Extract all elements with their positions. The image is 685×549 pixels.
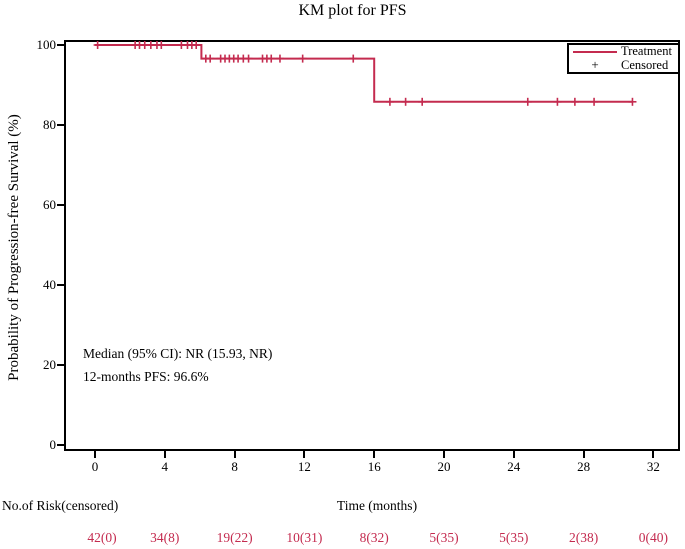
y-tick-label: 100: [36, 37, 57, 52]
risk-table-value: 2(38): [568, 530, 599, 545]
censor-mark: [267, 54, 276, 63]
censor-mark: [157, 41, 166, 49]
x-tick-mark: [233, 451, 236, 458]
risk-table-value: 42(0): [87, 530, 117, 545]
censor-mark: [553, 97, 562, 106]
censor-mark: [244, 54, 253, 63]
x-tick-label: 16: [367, 459, 381, 474]
y-tick-mark: [57, 364, 64, 366]
plot-frame: [64, 40, 680, 451]
x-tick-label: 8: [231, 459, 238, 474]
risk-table-value: 5(35): [499, 530, 529, 545]
censor-mark: [298, 54, 307, 63]
x-tick-label: 24: [507, 459, 521, 474]
legend-row-treatment: Treatment: [569, 44, 678, 59]
x-tick-label: 12: [297, 459, 311, 474]
chart-title: KM plot for PFS: [298, 2, 407, 19]
censor-mark: [385, 97, 394, 106]
y-tick-label: 20: [43, 357, 56, 372]
y-tick-label: 60: [43, 197, 56, 212]
y-tick-mark: [57, 284, 64, 286]
y-tick-mark: [57, 204, 64, 206]
x-tick-mark: [163, 451, 166, 458]
x-tick-mark: [582, 451, 585, 458]
censor-mark: [206, 54, 215, 63]
y-tick-mark: [57, 444, 64, 446]
censor-mark: [93, 41, 102, 49]
censor-mark: [192, 41, 201, 49]
x-tick-mark: [94, 451, 96, 458]
risk-table-value: 34(8): [150, 530, 180, 545]
x-tick-mark: [303, 451, 306, 458]
y-tick-label: 40: [43, 277, 56, 292]
censor-mark: [523, 97, 532, 106]
risk-table-value: 10(31): [286, 530, 323, 545]
legend-label-treatment: Treatment: [621, 44, 672, 59]
risk-table-value: 8(32): [359, 530, 389, 545]
y-tick-mark: [57, 124, 64, 126]
risk-table-value: 19(22): [216, 530, 253, 545]
x-tick-mark: [443, 451, 445, 458]
legend-row-censored: + Censored: [569, 57, 678, 73]
censor-mark: [275, 54, 284, 63]
treatment-km-curve: [95, 44, 633, 103]
x-tick-label: 28: [577, 459, 591, 474]
censor-mark: [349, 54, 358, 63]
pfs-12month-annotation: 12-months PFS: 96.6%: [83, 369, 209, 384]
risk-table-value: 5(35): [429, 530, 459, 545]
median-annotation: Median (95% CI): NR (15.93, NR): [83, 346, 273, 361]
censor-mark: [628, 97, 637, 106]
y-tick-mark: [57, 44, 64, 46]
censor-mark: [570, 97, 579, 106]
risk-table-value: 0(40): [638, 530, 669, 545]
risk-table-label: No.of Risk(censored): [2, 498, 119, 513]
y-tick-label: 0: [49, 437, 57, 452]
x-tick-mark: [512, 451, 515, 458]
legend: Treatment + Censored: [567, 43, 680, 74]
x-tick-mark: [652, 451, 655, 458]
treatment-line-icon: [569, 50, 621, 53]
y-tick-label: 80: [43, 117, 56, 132]
censor-mark: [401, 97, 410, 106]
x-tick-label: 32: [646, 459, 660, 474]
x-tick-mark: [373, 451, 376, 458]
censored-plus-icon: +: [591, 57, 599, 73]
x-axis-label: Time (months): [336, 498, 418, 513]
x-tick-label: 0: [91, 459, 99, 474]
x-tick-label: 4: [161, 459, 169, 474]
censor-mark: [418, 97, 427, 106]
censor-mark: [590, 97, 599, 106]
x-tick-label: 20: [437, 459, 451, 474]
legend-label-censored: Censored: [621, 57, 669, 72]
